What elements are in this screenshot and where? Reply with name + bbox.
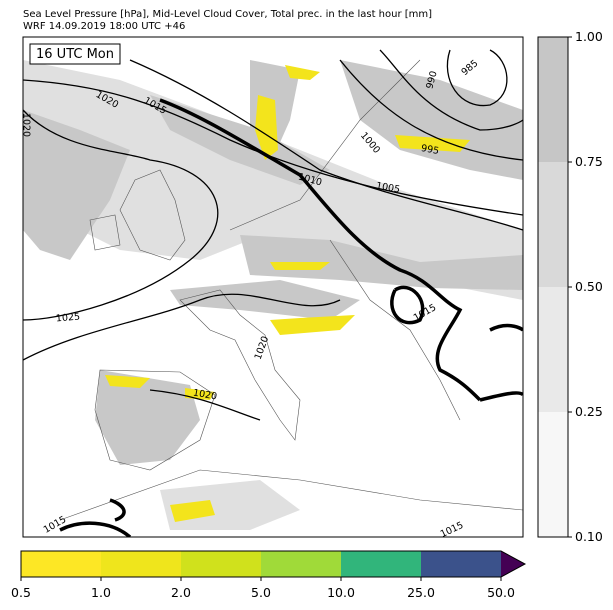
colorbar-band [181,551,261,577]
contour-label: 1025 [55,311,80,324]
title-line: Sea Level Pressure [hPa], Mid-Level Clou… [23,9,432,20]
tick-label: 0.75 [575,154,603,169]
colorbar-band [538,37,568,162]
tick-label: 0.25 [575,404,603,419]
tick-label: 25.0 [407,585,435,600]
colorbar-extend [501,551,525,577]
contour-label: 1020 [192,387,218,402]
cloud-colorbar [537,36,569,538]
colorbar-band [538,287,568,412]
tick-label: 50.0 [487,585,515,600]
colorbar-frame [20,550,527,578]
tick-label: 0.50 [575,279,603,294]
tick-label: 0.5 [11,585,31,600]
tick-label: 1.0 [91,585,111,600]
colorbar-band [538,412,568,537]
map [23,37,523,537]
colorbar-band [261,551,341,577]
tick-label: 0.10 [575,529,603,544]
colorbar-band [21,551,101,577]
time-box [29,43,121,65]
colorbar-band [421,551,501,577]
tick-label: 2.0 [171,585,191,600]
map-frame [22,36,524,538]
colorbar-band [538,162,568,287]
tick-label: 1.00 [575,29,603,44]
tick-label: 5.0 [251,585,271,600]
precip-colorbar [20,550,527,578]
colorbar-band [101,551,181,577]
contour-label: 1020 [21,113,32,137]
tick-label: 10.0 [327,585,355,600]
cloud-colorbar-ticks: 0.10 0.25 0.50 0.75 1.00 [568,29,603,544]
precip-colorbar-ticks: 0.5 1.0 2.0 5.0 10.0 25.0 50.0 [11,577,515,600]
subtitle-line: WRF 14.09.2019 18:00 UTC +46 [23,21,185,32]
contour-label: 1005 [375,180,401,195]
colorbar-band [341,551,421,577]
contour-label: 995 [420,143,440,157]
time-label: 16 UTC Mon [36,47,114,62]
contour-label: 990 [424,70,439,90]
